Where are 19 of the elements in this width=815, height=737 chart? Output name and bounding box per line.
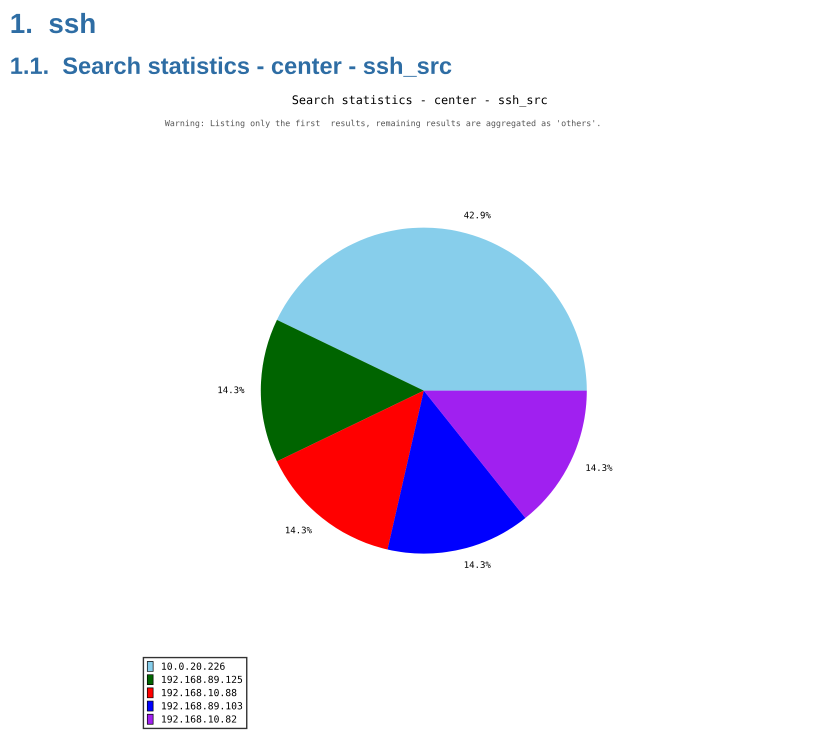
data-label: 14.3% (464, 561, 491, 568)
pie-slice (260, 320, 424, 462)
data-label: 42.9% (464, 212, 491, 218)
data-label: 14.3% (286, 526, 312, 534)
data-label: 14.3% (586, 464, 612, 472)
chart-title: Search statistics - center - ssh_src (292, 95, 547, 107)
pie-slice (276, 228, 587, 391)
text: Warning: Listing only the first results, remaining results are aggregated as 'others'. (164, 120, 600, 128)
legend-label: 192.168.89.125 (162, 676, 242, 684)
pie-slice (276, 390, 424, 550)
pie-slice (424, 390, 587, 518)
text: 1.1. Search statistics - center - ssh_src (11, 56, 452, 77)
data-label: 14.3% (218, 386, 244, 394)
legend-label: 192.168.10.82 (162, 715, 236, 723)
legend-label: 192.168.10.88 (162, 688, 236, 696)
legend-label: 192.168.89.103 (162, 702, 242, 710)
text: 1. ssh (12, 12, 95, 34)
pie-slice (388, 390, 526, 554)
legend-label: 10.0.20.226 (162, 662, 225, 670)
